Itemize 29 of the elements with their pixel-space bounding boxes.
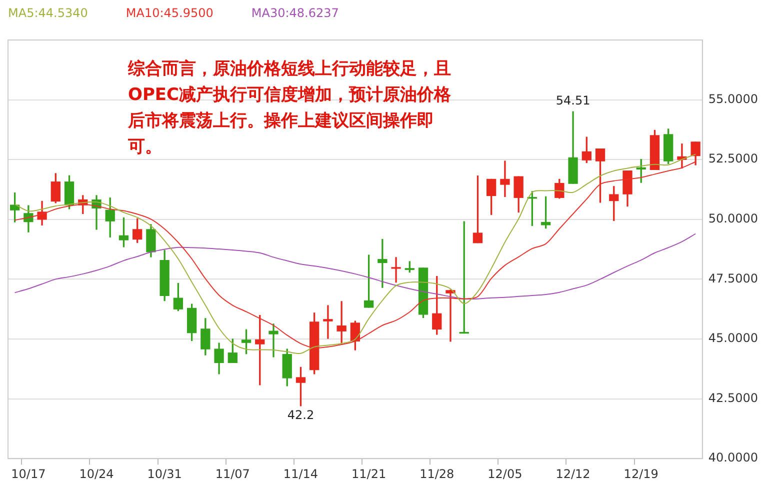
y-tick-label: 47.5000	[708, 271, 758, 286]
x-tick-label: 11/21	[352, 466, 386, 481]
text: MA10:45.9500	[126, 6, 214, 20]
y-tick-label: 50.0000	[708, 212, 758, 226]
x-tick-label: 10/24	[79, 466, 114, 481]
y-tick-label: 45.0000	[708, 331, 758, 346]
candlestick	[268, 324, 278, 358]
y-tick-label: 40.0000	[708, 450, 758, 465]
candlestick	[391, 257, 401, 283]
x-tick-label: 12/19	[624, 466, 658, 481]
x-tick-label: 10/31	[147, 466, 182, 481]
candlestick	[323, 305, 333, 339]
x-tick-label: 10/17	[11, 466, 46, 481]
y-tick-label: 42.5000	[708, 390, 758, 405]
candlestick	[336, 301, 346, 343]
candlestick	[446, 290, 456, 342]
text: MA5:44.5340	[8, 6, 88, 20]
candlestick	[500, 160, 510, 198]
y-tick-label: 52.5000	[708, 152, 758, 166]
annotation: 42.2	[287, 408, 314, 422]
x-tick-label: 12/12	[556, 466, 590, 481]
x-tick-label: 11/28	[420, 466, 454, 481]
annotation: 54.51	[556, 94, 590, 108]
text: MA30:48.6237	[251, 6, 339, 20]
x-tick-label: 11/07	[215, 466, 250, 481]
x-tick-label: 11/14	[283, 466, 318, 481]
y-tick-label: 55.0000	[708, 92, 758, 106]
x-tick-label: 12/05	[488, 466, 522, 481]
annotation: 综合而言，原油价格短线上行动能较足，且OPEC减产执行可信度增加，预计原油价格后市将震荡上行。操作上建议区间操作即可。	[128, 58, 452, 159]
